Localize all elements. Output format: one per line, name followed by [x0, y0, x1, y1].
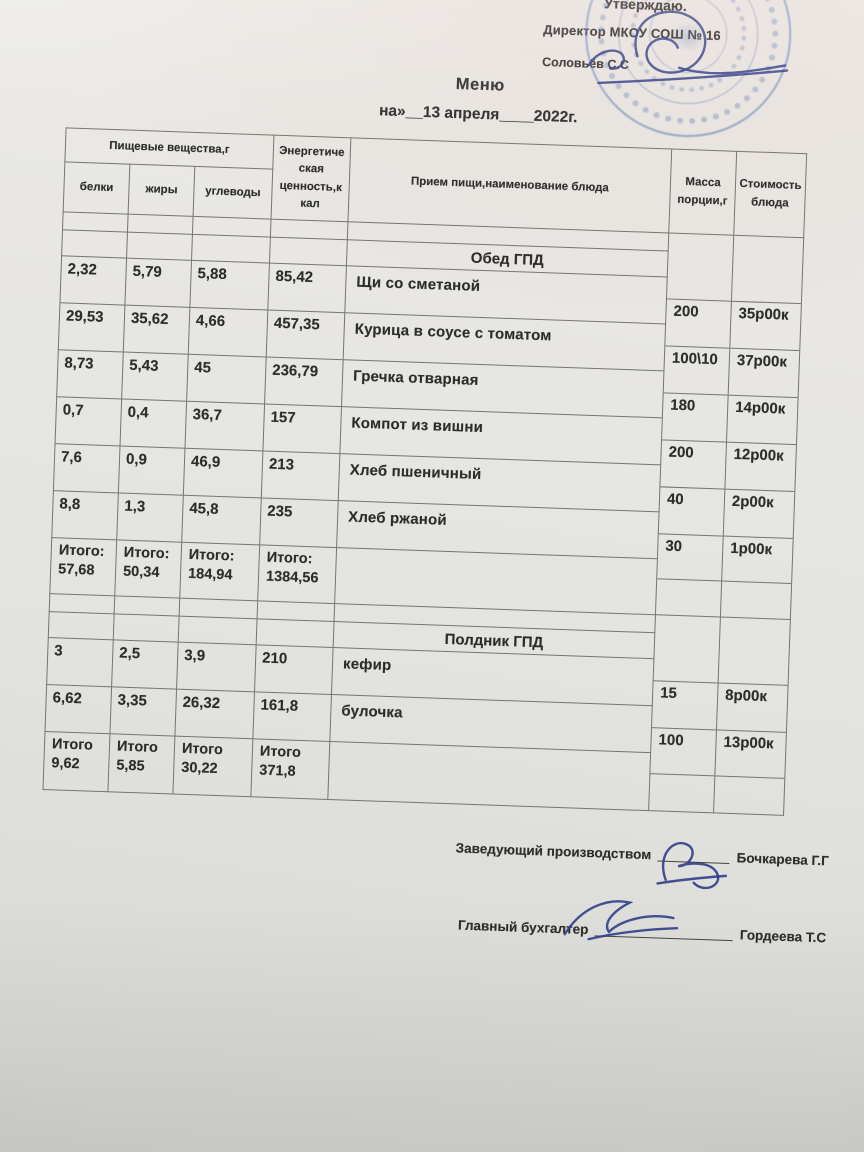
energy-cell: 157: [262, 403, 342, 454]
carbs-cell: 5,88: [189, 260, 270, 311]
carbs-cell: 36,7: [184, 401, 265, 451]
total-protein-cell: Итого: 57,68: [49, 537, 117, 596]
mass-cell: 100: [650, 705, 718, 755]
fat-cell: 35,62: [123, 305, 190, 355]
protein-header: белки: [63, 161, 130, 215]
mass-cell: 40: [659, 464, 726, 515]
production-manager-signature: [656, 841, 728, 890]
total-fat-cell: Итого 5,85: [107, 733, 175, 795]
carbs-cell: 26,32: [174, 689, 255, 739]
energy-header: Энергетиче ская ценность,к кал: [271, 135, 351, 222]
fat-cell: 5,79: [124, 258, 192, 308]
protein-cell: 7,6: [53, 443, 121, 493]
mass-cell: 15: [652, 658, 719, 708]
fat-cell: 5,43: [121, 352, 189, 402]
menu-table: Пищевые вещества,г Энергетиче ская ценно…: [42, 127, 807, 816]
cost-cell: 2р00к: [724, 467, 796, 517]
cost-cell: 1р00к: [722, 514, 794, 564]
production-manager-name: Бочкарева Г.Г: [736, 850, 830, 869]
total-fat-cell: Итого: 50,34: [114, 539, 182, 599]
fat-cell: 3,35: [109, 686, 177, 737]
cost-cell: 37р00к: [728, 326, 801, 376]
cost-cell: 14р00к: [727, 373, 799, 423]
fat-header: жиры: [128, 164, 195, 217]
page-title: Меню: [455, 74, 506, 95]
total-energy-cell: Итого: 1384,56: [257, 544, 337, 604]
total-protein-cell: Итого 9,62: [42, 731, 110, 792]
director-signature: [587, 10, 789, 85]
protein-cell: 29,53: [58, 302, 125, 353]
carbs-cell: 3,9: [176, 642, 257, 692]
carbs-header: углеводы: [193, 166, 273, 220]
protein-cell: 2,32: [59, 255, 127, 306]
protein-cell: 8,73: [56, 349, 124, 399]
fat-cell: 0,4: [120, 398, 187, 449]
mass-header: Масса порции,г: [668, 149, 737, 236]
fat-cell: 0,9: [118, 445, 185, 496]
cost-cell: 13р00к: [715, 707, 788, 758]
mass-cell: 200: [665, 276, 733, 327]
energy-cell: 85,42: [267, 263, 347, 313]
protein-cell: 3: [46, 637, 114, 687]
total-carbs-cell: Итого: 184,94: [179, 542, 260, 601]
mass-cell: 180: [662, 370, 729, 421]
carbs-cell: 45: [186, 354, 267, 404]
energy-cell: 236,79: [264, 357, 344, 407]
energy-cell: 457,35: [266, 310, 345, 360]
carbs-cell: 4,66: [188, 307, 268, 358]
fat-cell: 2,5: [111, 639, 179, 690]
energy-cell: 235: [259, 497, 339, 548]
production-manager-label: Заведующий производством: [455, 840, 652, 863]
total-carbs-cell: Итого 30,22: [172, 736, 253, 797]
carbs-cell: 45,8: [181, 495, 262, 545]
protein-cell: 8,8: [51, 490, 119, 540]
cost-cell: 8р00к: [717, 660, 789, 711]
carbs-cell: 46,9: [183, 448, 263, 498]
cost-cell: 12р00к: [725, 420, 798, 470]
accountant-signature: [563, 900, 679, 941]
mass-cell: 200: [660, 417, 728, 468]
energy-cell: 161,8: [252, 691, 332, 742]
cost-header: Стоимость блюда: [733, 151, 807, 238]
energy-cell: 213: [261, 450, 340, 501]
meal-header: Прием пищи,наименование блюда: [347, 137, 672, 233]
fat-cell: 1,3: [116, 492, 184, 543]
energy-cell: 210: [254, 644, 334, 695]
total-energy-cell: Итого 371,8: [250, 738, 330, 800]
protein-cell: 0,7: [55, 396, 122, 446]
mass-cell: 100\10: [663, 323, 731, 374]
protein-cell: 6,62: [44, 684, 112, 734]
mass-cell: 30: [657, 511, 725, 562]
cost-cell: 35р00к: [730, 279, 803, 329]
accountant-name: Гордеева Т.С: [739, 927, 827, 946]
